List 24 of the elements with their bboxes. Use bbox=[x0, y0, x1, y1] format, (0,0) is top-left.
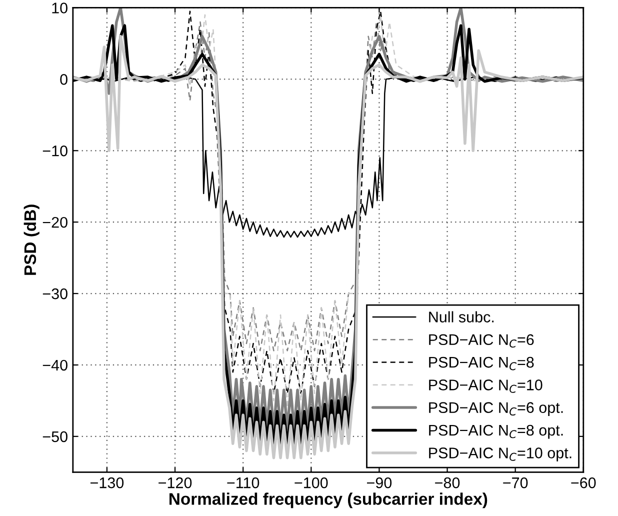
x-tick-label: −90 bbox=[367, 477, 392, 488]
y-tick-label: −10 bbox=[42, 146, 68, 156]
legend-label: PSD−AIC N$_{C}$=10 opt. bbox=[429, 448, 572, 462]
legend-label: PSD−AIC N$_{C}$=10 bbox=[429, 380, 542, 393]
x-axis-title: Normalized frequency (subcarrier index) bbox=[170, 492, 488, 508]
legend-label: PSD−AIC N$_{C}$=8 bbox=[429, 356, 534, 370]
y-tick-label: −30 bbox=[42, 288, 68, 300]
x-tick-label: −120 bbox=[158, 477, 192, 488]
x-tick-label: −130 bbox=[90, 477, 124, 488]
legend-label: PSD−AIC N$_{C}$=6 bbox=[429, 334, 534, 348]
y-tick-label: 0 bbox=[60, 74, 68, 85]
y-tick-label: −40 bbox=[42, 360, 68, 371]
y-tick-label: −50 bbox=[42, 431, 68, 442]
x-tick-label: −100 bbox=[294, 477, 328, 488]
legend-label: PSD−AIC N$_{C}$=6 opt. bbox=[429, 402, 563, 416]
legend-label: PSD−AIC N$_{C}$=8 opt. bbox=[429, 424, 563, 439]
x-tick-label: −80 bbox=[435, 477, 460, 488]
y-tick-label: 10 bbox=[52, 2, 68, 14]
y-tick-label: −20 bbox=[42, 216, 68, 228]
legend-label: Null subc. bbox=[429, 311, 494, 322]
x-tick-label: −60 bbox=[571, 477, 596, 488]
x-tick-label: −70 bbox=[503, 477, 528, 488]
x-tick-label: −110 bbox=[227, 477, 260, 488]
y-axis-title: PSD (dB) bbox=[24, 204, 40, 275]
